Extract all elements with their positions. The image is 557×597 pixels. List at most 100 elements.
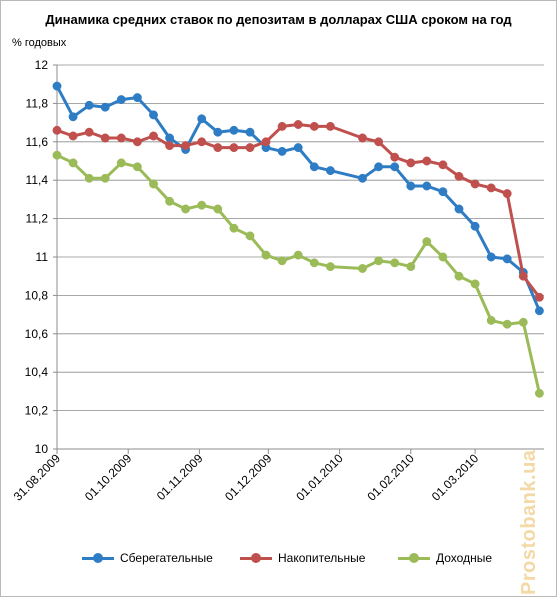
legend-item: Накопительные bbox=[240, 548, 365, 568]
data-point bbox=[309, 162, 319, 172]
x-tick-label: 01.01.2010 bbox=[293, 451, 346, 504]
data-point bbox=[52, 150, 62, 160]
data-point bbox=[502, 319, 512, 329]
data-point bbox=[245, 231, 255, 241]
data-point bbox=[454, 171, 464, 181]
data-point bbox=[197, 114, 207, 124]
y-tick-label: 10,2 bbox=[25, 404, 49, 418]
data-point bbox=[84, 100, 94, 110]
data-point bbox=[116, 133, 126, 143]
y-tick-label: 11,2 bbox=[26, 212, 49, 226]
data-point bbox=[100, 102, 110, 112]
data-point bbox=[84, 173, 94, 183]
data-point bbox=[68, 112, 78, 122]
y-tick-label: 11,4 bbox=[26, 173, 49, 187]
data-point bbox=[358, 173, 367, 183]
x-tick-label: 31.08.2009 bbox=[11, 451, 64, 504]
data-point bbox=[213, 204, 223, 214]
data-point bbox=[406, 181, 416, 191]
data-point bbox=[165, 141, 175, 151]
data-point bbox=[100, 133, 110, 143]
data-point bbox=[261, 250, 271, 260]
data-point bbox=[149, 131, 158, 141]
data-point bbox=[534, 292, 544, 302]
data-point bbox=[293, 120, 303, 129]
data-point bbox=[149, 110, 158, 120]
data-point bbox=[229, 223, 239, 233]
chart-legend: Сберегательные Накопительные Доходные bbox=[0, 548, 557, 568]
data-point bbox=[486, 315, 496, 325]
data-point bbox=[374, 256, 384, 266]
y-tick-label: 12 bbox=[35, 58, 49, 72]
x-tick-label: 01.12.2009 bbox=[222, 451, 275, 504]
data-point bbox=[149, 179, 158, 189]
data-point bbox=[422, 237, 432, 247]
series-line bbox=[55, 84, 541, 313]
data-point bbox=[438, 187, 448, 197]
data-point bbox=[52, 125, 62, 135]
data-point bbox=[534, 388, 544, 398]
data-point bbox=[486, 183, 496, 193]
data-point bbox=[390, 162, 400, 172]
y-tick-label: 10,6 bbox=[25, 327, 49, 341]
data-point bbox=[325, 121, 335, 131]
data-point bbox=[390, 258, 400, 268]
x-tick-label: 01.03.2010 bbox=[429, 451, 482, 504]
data-point bbox=[309, 121, 319, 131]
data-point bbox=[197, 200, 207, 210]
data-point bbox=[165, 196, 175, 206]
data-point bbox=[502, 254, 512, 264]
data-point bbox=[132, 162, 142, 172]
data-point bbox=[422, 156, 432, 166]
data-point bbox=[406, 262, 416, 272]
data-point bbox=[470, 279, 480, 289]
data-point bbox=[181, 204, 191, 214]
data-point bbox=[197, 137, 207, 147]
y-tick-label: 11,8 bbox=[26, 96, 49, 110]
data-point bbox=[534, 306, 544, 316]
data-point bbox=[358, 133, 367, 143]
data-point bbox=[245, 143, 255, 153]
data-point bbox=[52, 81, 62, 91]
data-point bbox=[374, 137, 384, 147]
legend-item: Сберегательные bbox=[82, 548, 213, 568]
legend-swatch bbox=[240, 551, 272, 565]
chart-title: Динамика средних ставок по депозитам в д… bbox=[45, 12, 512, 27]
data-point bbox=[518, 317, 528, 327]
data-point bbox=[454, 271, 464, 281]
legend-label: Доходные bbox=[436, 551, 493, 565]
data-point bbox=[390, 152, 400, 162]
data-point bbox=[277, 256, 287, 266]
data-point bbox=[518, 271, 528, 281]
data-point bbox=[502, 189, 512, 199]
data-point bbox=[309, 258, 319, 268]
data-point bbox=[213, 143, 223, 153]
data-point bbox=[438, 252, 448, 262]
legend-item: Доходные bbox=[398, 548, 492, 568]
y-tick-label: 10,8 bbox=[25, 288, 49, 302]
y-axis-label: % годовых bbox=[12, 37, 67, 49]
data-point bbox=[438, 160, 448, 170]
data-point bbox=[68, 158, 78, 168]
legend-swatch bbox=[398, 551, 430, 565]
data-point bbox=[277, 121, 287, 131]
x-tick-label: 01.02.2010 bbox=[365, 451, 418, 504]
legend-label: Сберегательные bbox=[120, 551, 213, 565]
data-point bbox=[293, 143, 303, 153]
legend-label: Накопительные bbox=[278, 551, 366, 565]
y-tick-label: 10,4 bbox=[25, 365, 49, 379]
data-point bbox=[277, 146, 287, 156]
data-point bbox=[100, 173, 110, 183]
data-point bbox=[68, 131, 78, 141]
data-point bbox=[358, 264, 367, 273]
data-point bbox=[454, 204, 464, 214]
data-point bbox=[486, 252, 496, 262]
data-point bbox=[374, 162, 384, 172]
data-point bbox=[165, 133, 175, 143]
data-point bbox=[181, 141, 191, 151]
data-point bbox=[470, 221, 480, 231]
data-point bbox=[213, 127, 223, 137]
x-tick-label: 01.11.2009 bbox=[154, 451, 206, 503]
